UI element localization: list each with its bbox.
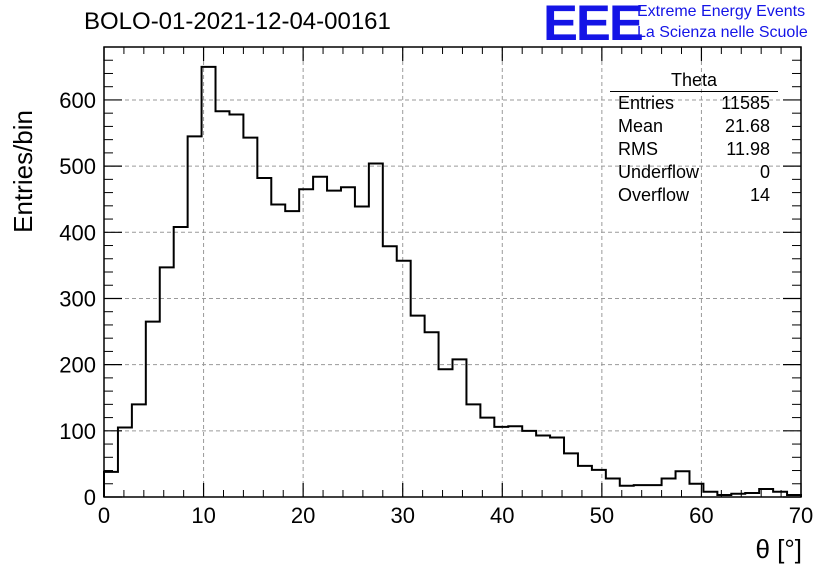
histogram-bin (480, 418, 494, 497)
chart-title: BOLO-01-2021-12-04-00161 (84, 8, 391, 35)
y-tick-label: 500 (59, 154, 96, 179)
histogram-bin (355, 206, 369, 497)
histogram-outline (103, 65, 802, 497)
x-tick-label: 20 (291, 503, 315, 528)
x-tick-label: 30 (390, 503, 414, 528)
stats-value: 14 (749, 185, 770, 205)
y-tick-label: 300 (59, 286, 96, 311)
histogram-bin (132, 404, 146, 497)
stats-label: RMS (618, 139, 658, 159)
axis-ticks (103, 46, 802, 498)
histogram-bin (634, 485, 648, 497)
stats-label: Mean (618, 116, 664, 136)
histogram-bin (564, 453, 578, 497)
x-axis-label: θ [°] (755, 534, 802, 564)
histogram-bin (188, 136, 202, 497)
tick-labels: 0 10 20 30 40 50 60 70 0 100 200 300 400 500 600 (59, 88, 813, 528)
histogram-bin (536, 435, 550, 497)
y-tick-label: 600 (59, 88, 96, 113)
stats-label: Underflow (618, 162, 700, 182)
stats-label: Entries (618, 93, 675, 113)
histogram-bin (662, 478, 676, 497)
histogram-bin (202, 67, 216, 497)
y-tick-label: 0 (84, 485, 96, 510)
histogram-bin (522, 431, 536, 497)
stats-value: 0 (759, 162, 770, 182)
stats-row-overflow: Overflow 14 (610, 184, 778, 207)
x-tick-label: 10 (191, 503, 215, 528)
stats-value: 11585 (721, 93, 770, 113)
grid-lines (104, 47, 801, 497)
x-tick-label: 60 (689, 503, 713, 528)
histogram-bin (759, 489, 773, 497)
histogram-bin (508, 426, 522, 497)
histogram-bin (299, 189, 313, 497)
histogram-bin (146, 322, 160, 497)
histogram-bin (313, 177, 327, 497)
stats-value: 11.98 (726, 139, 770, 159)
histogram-bin (550, 437, 564, 497)
histogram-bin (118, 428, 132, 497)
logo-text-line1: Extreme Energy Events (637, 3, 806, 20)
histogram-bin (383, 246, 397, 497)
histogram-bin (592, 470, 606, 497)
stats-box: Theta Entries 11585 Mean 21.68 RMS 11.98… (610, 70, 778, 207)
y-tick-label: 400 (59, 220, 96, 245)
x-tick-label: 40 (490, 503, 514, 528)
stats-title: Theta (610, 70, 778, 92)
histogram-bin (578, 466, 592, 497)
histogram-bin (243, 138, 257, 497)
x-tick-label: 50 (590, 503, 614, 528)
histogram-bin (689, 484, 703, 497)
histogram-bin (174, 227, 188, 497)
histogram-bin (104, 472, 118, 497)
histogram-bin (648, 485, 662, 497)
histogram-bin (425, 332, 439, 497)
y-axis-label: Entries/bin (8, 110, 38, 233)
histogram-bin (453, 359, 467, 497)
eee-logo: EEE (543, 0, 644, 51)
histogram-bin (466, 404, 480, 497)
logo-text-line2: La Scienza nelle Scuole (637, 24, 808, 41)
histogram-bin (397, 261, 411, 497)
stats-row-mean: Mean 21.68 (610, 115, 778, 138)
histogram-bin (439, 369, 453, 497)
x-tick-label: 0 (98, 503, 110, 528)
stats-value: 21.68 (724, 116, 770, 136)
stats-row-rms: RMS 11.98 (610, 138, 778, 161)
histogram-bin (494, 427, 508, 497)
y-tick-label: 100 (59, 419, 96, 444)
histogram-bin (271, 205, 285, 498)
histogram-bin (229, 115, 243, 498)
histogram-bin (676, 471, 690, 497)
x-tick-label: 70 (789, 503, 813, 528)
y-tick-label: 200 (59, 353, 96, 378)
histogram-bin (341, 187, 355, 497)
histogram-bin (620, 486, 634, 497)
stats-row-entries: Entries 11585 (610, 92, 778, 115)
histogram-bin (285, 211, 299, 497)
histogram-bin (327, 191, 341, 497)
stats-label: Overflow (618, 185, 690, 205)
histogram-bin (216, 111, 230, 497)
histogram-bin (369, 163, 383, 497)
histogram-bin (606, 478, 620, 497)
histogram-bin (411, 316, 425, 497)
histogram-bin (160, 267, 174, 497)
stats-row-underflow: Underflow 0 (610, 161, 778, 184)
histogram-bin (257, 178, 271, 497)
